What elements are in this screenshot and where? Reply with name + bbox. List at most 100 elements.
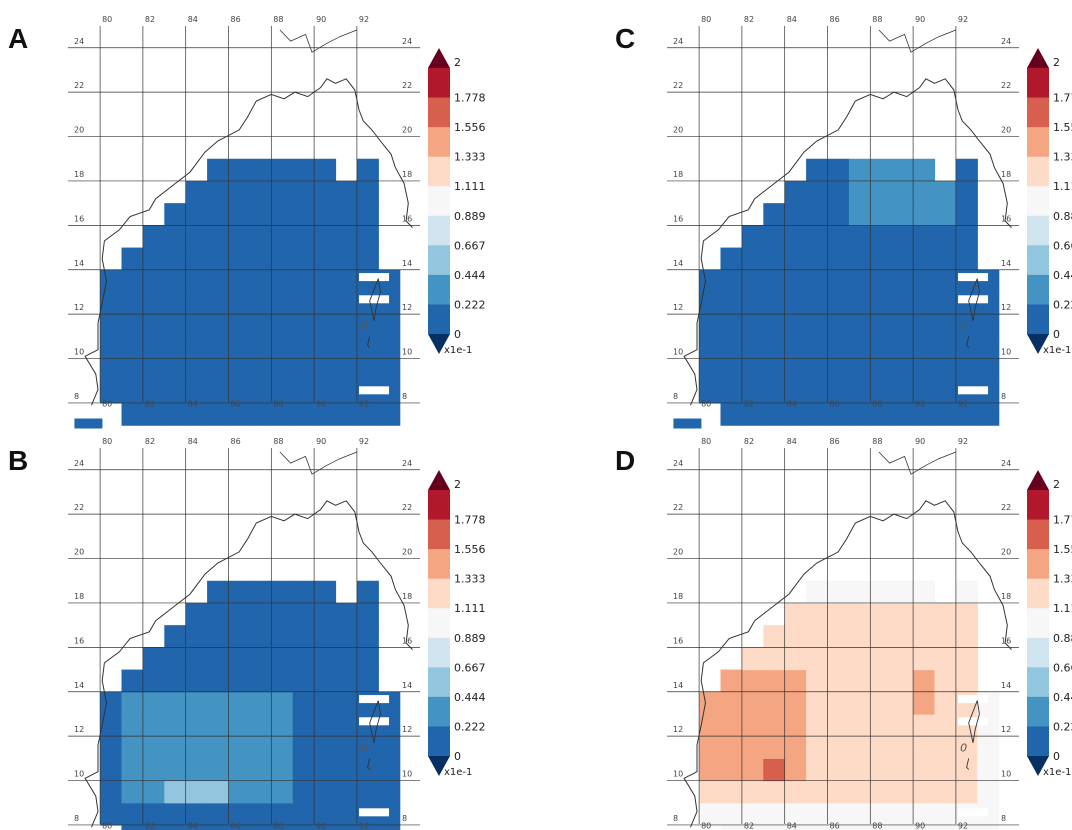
grid-cell <box>955 780 978 804</box>
colorbar-label: 0.444 <box>454 269 486 282</box>
grid-cell <box>913 314 936 337</box>
grid-cell <box>934 225 957 249</box>
grid-cell <box>934 203 957 226</box>
grid-cell <box>249 736 272 759</box>
colorbar-label: 1.333 <box>1053 573 1072 586</box>
grid-cell <box>164 647 187 671</box>
colorbar-band <box>428 97 450 128</box>
grid-cell <box>848 647 871 671</box>
lat-tick-right: 12 <box>1001 725 1011 734</box>
grid-cell <box>164 269 187 293</box>
colorbar-band <box>1027 245 1049 276</box>
lat-tick-left: 12 <box>673 725 683 734</box>
colorbar-band <box>1027 519 1049 550</box>
grid-cell <box>763 691 786 715</box>
grid-cell <box>228 580 251 604</box>
lon-tick-bottom: 80 <box>701 821 711 830</box>
lat-tick-left: 8 <box>673 814 678 823</box>
grid-cell <box>335 380 358 404</box>
grid-cell <box>784 180 807 204</box>
lon-tick-top: 80 <box>102 437 112 446</box>
colorbar-over-arrow <box>1027 470 1049 490</box>
lat-tick-left: 10 <box>673 770 683 779</box>
grid-cell <box>699 780 722 804</box>
grid-cell <box>207 358 230 382</box>
colorbar-label: 1.111 <box>454 602 486 615</box>
grid-cell <box>292 713 315 737</box>
grid-cell <box>335 780 358 804</box>
colorbar-band <box>428 608 450 639</box>
grid-cell <box>271 647 294 671</box>
lat-tick-left: 20 <box>74 548 84 557</box>
colorbar-label: 0 <box>454 328 461 341</box>
grid-cell <box>913 758 936 782</box>
grid-cell <box>784 358 807 382</box>
grid-cell <box>720 780 743 804</box>
grid-cell <box>314 180 337 204</box>
colorbar-a: 2 1.778 1.556 1.333 1.111 0.889 0.667 0.444 0.22… <box>428 48 486 356</box>
grid-cell <box>185 336 208 360</box>
grid-cell <box>720 669 743 693</box>
colorbar-label: 2 <box>454 56 461 69</box>
lon-tick-top: 86 <box>830 437 840 446</box>
lon-tick-top: 90 <box>915 15 925 24</box>
grid-cell <box>207 180 230 204</box>
panel-label-a: A <box>8 23 28 54</box>
colorbar-label: 0.667 <box>1053 661 1072 674</box>
lat-tick-right: 22 <box>1001 81 1011 90</box>
grid-cell <box>870 736 893 759</box>
grid-cell <box>207 780 230 804</box>
lat-lon-grid-c <box>667 26 1019 404</box>
grid-cell <box>335 602 358 626</box>
missing-cell <box>359 273 390 282</box>
grid-cell <box>356 625 379 648</box>
grid-cell <box>314 247 337 271</box>
marker-text: 0 <box>361 320 368 333</box>
grid-cell <box>271 625 294 648</box>
grid-cell <box>100 713 123 737</box>
grid-cell <box>784 824 807 830</box>
coastline <box>683 500 1012 828</box>
grid-cell <box>207 203 230 226</box>
grid-cell <box>228 336 251 360</box>
grid-cell <box>806 158 829 182</box>
grid-cell <box>121 736 144 759</box>
grid-cell <box>934 780 957 804</box>
grid-cell <box>784 247 807 271</box>
lon-tick-bottom: 84 <box>787 399 797 408</box>
grid-cell <box>207 691 230 715</box>
grid-cell <box>228 758 251 782</box>
grid-cell <box>827 824 850 830</box>
lat-tick-right: 24 <box>1001 459 1011 468</box>
grid-cell <box>806 669 829 693</box>
panel-label-d: D <box>615 445 635 476</box>
grid-cell <box>314 336 337 360</box>
grid-cell <box>955 625 978 648</box>
colorbar-over-arrow <box>428 48 450 68</box>
grid-cell <box>185 669 208 693</box>
grid-cell <box>977 780 1000 804</box>
lon-tick-bottom: 90 <box>316 399 326 408</box>
grid-cell <box>164 669 187 693</box>
colorbar-label: 1.556 <box>1053 121 1072 134</box>
grid-cell <box>870 802 893 826</box>
grid-cell <box>827 269 850 293</box>
grid-cell <box>378 402 401 426</box>
panel-label-c: C <box>615 23 635 54</box>
grid-cell <box>378 780 401 804</box>
lat-tick-right: 14 <box>402 259 412 268</box>
grid-cell <box>699 736 722 759</box>
grid-cell <box>314 713 337 737</box>
grid-cell <box>741 647 764 671</box>
grid-cell <box>848 247 871 271</box>
grid-cell <box>314 802 337 826</box>
grid-cell <box>249 669 272 693</box>
grid-cell <box>913 158 936 182</box>
lat-tick-right: 18 <box>1001 170 1011 179</box>
colorbar-band <box>428 549 450 580</box>
lat-tick-right: 8 <box>1001 814 1006 823</box>
grid-cell <box>121 247 144 271</box>
lat-tick-left: 24 <box>673 459 683 468</box>
grid-cell <box>185 402 208 426</box>
